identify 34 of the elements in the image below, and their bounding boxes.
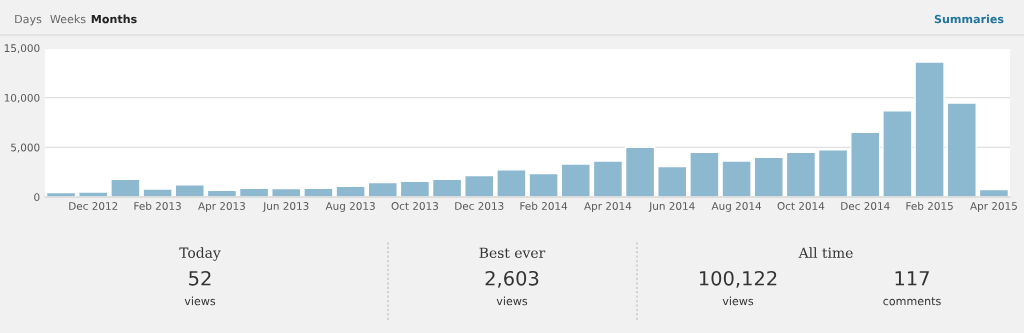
x-tick-label: Feb 2013 <box>134 201 181 210</box>
x-tick-label: Jun 2014 <box>648 202 695 212</box>
text: 2,603 <box>485 270 539 288</box>
x-tick-label: Apr 2013 <box>198 202 245 212</box>
text: views <box>184 296 216 306</box>
x-tick-label: Apr 2014 <box>584 202 632 212</box>
y-tick-label: 5,000 <box>11 143 40 153</box>
y-tick-label: 10,000 <box>4 93 40 103</box>
x-tick-label: Feb 2015 <box>906 201 953 210</box>
x-tick-label: Aug 2014 <box>711 202 762 212</box>
x-tick-label: Dec 2012 <box>69 202 118 210</box>
text: views <box>722 296 754 306</box>
text: views <box>496 296 528 306</box>
x-tick-label: Oct 2014 <box>777 202 825 210</box>
text: 100,122 <box>699 270 777 288</box>
y-tick-label: 0 <box>34 193 40 202</box>
text: Summaries <box>934 14 1004 24</box>
text: Months <box>91 14 137 24</box>
x-tick-label: Dec 2014 <box>841 202 890 210</box>
x-tick-label: Jun 2013 <box>262 202 309 212</box>
text: Best ever <box>479 247 546 259</box>
text: 52 <box>189 270 211 286</box>
x-tick-label: Oct 2013 <box>391 202 438 210</box>
text: Days <box>15 14 42 26</box>
text: Today <box>179 247 221 261</box>
x-tick-label: Apr 2015 <box>970 202 1017 212</box>
text: All time <box>798 247 853 259</box>
x-tick-label: Aug 2013 <box>325 202 375 212</box>
text: Weeks <box>50 14 86 24</box>
text: comments <box>883 297 941 306</box>
x-tick-label: Dec 2013 <box>455 202 504 210</box>
y-tick-label: 15,000 <box>4 44 40 54</box>
x-tick-label: Feb 2014 <box>520 201 568 210</box>
text: 117 <box>895 271 929 286</box>
